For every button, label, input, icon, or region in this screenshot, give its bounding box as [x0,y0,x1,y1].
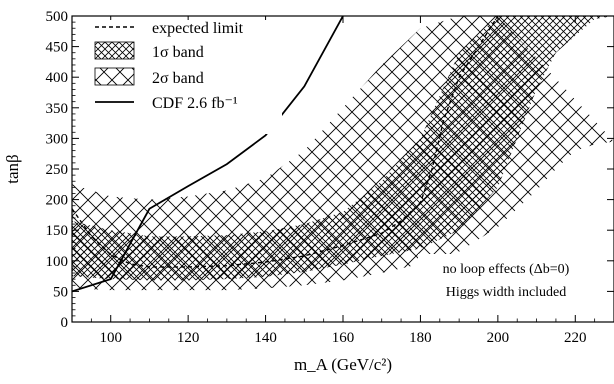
x-axis-title: m_A (GeV/c²) [294,355,392,374]
band-1sigma [72,16,614,281]
x-tick-label: 120 [177,330,200,346]
y-tick-label: 100 [46,254,69,270]
x-tick-label: 200 [487,330,510,346]
y-tick-label: 150 [46,223,69,239]
legend-swatch-band1 [94,41,135,60]
axes: 0 50 100 150 200 250 300 350 400 450 500 100 120 140 1… [46,9,614,346]
x-tick-label: 160 [332,330,355,346]
y-tick-label: 0 [61,315,69,331]
annotation-line-2: Higgs width included [446,285,567,300]
legend-label-expected: expected limit [152,20,244,37]
y-tick-label: 200 [46,193,69,209]
x-tick-label: 180 [409,330,432,346]
annotation-box: no loop effects (Δb=0) Higgs width inclu… [418,254,594,304]
y-tick-label: 50 [53,284,68,300]
legend-label-band2: 2σ band [152,70,204,87]
legend-swatch-band2 [94,67,135,86]
annotation-line-1: no loop effects (Δb=0) [443,262,570,277]
legend-label-cdf: CDF 2.6 fb⁻¹ [152,95,238,112]
x-tick-label: 220 [564,330,587,346]
y-tick-label: 300 [46,131,69,147]
y-tick-label: 400 [46,70,69,86]
x-tick-label: 100 [99,330,122,346]
y-tick-label: 450 [46,40,69,56]
series-expected-limit [72,16,499,268]
y-tick-label: 500 [46,9,69,25]
series-cdf-limit [72,16,344,293]
x-tick-label: 140 [254,330,277,346]
y-tick-label: 350 [46,101,69,117]
plot-area [72,16,614,293]
legend: expected limit 1σ band 2σ band CDF 2.6 fb⁻¹ [82,20,282,134]
legend-label-band1: 1σ band [152,44,204,61]
y-axis-title: tanβ [3,154,22,183]
y-tick-label: 250 [46,162,69,178]
